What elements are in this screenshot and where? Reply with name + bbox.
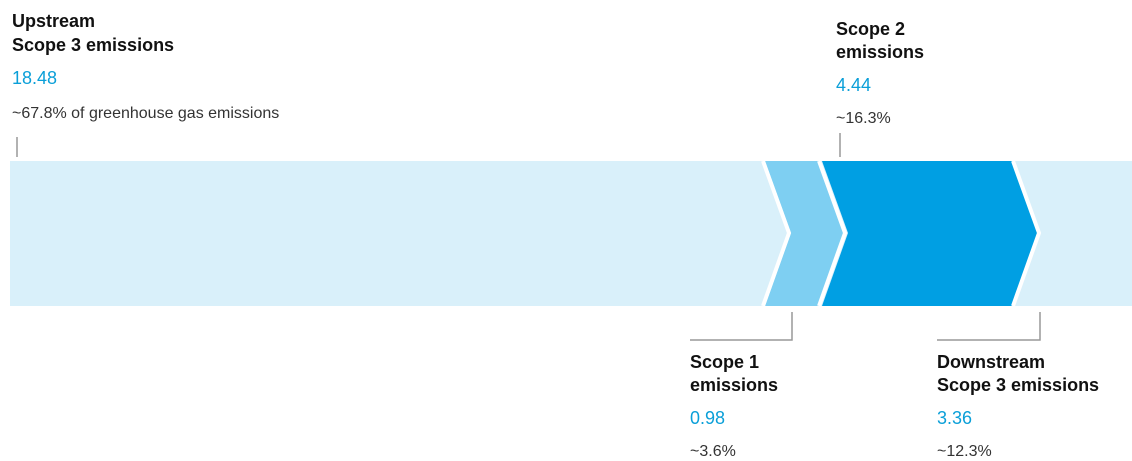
segment-value: 3.36 <box>937 408 972 428</box>
scope1-chevron <box>765 161 846 306</box>
scope2-chevron <box>822 161 1038 306</box>
separator <box>817 160 848 307</box>
separator <box>761 160 792 307</box>
segment-value: 0.98 <box>690 408 725 428</box>
segment-name: Downstream <box>937 352 1045 372</box>
segment-value: 18.48 <box>12 68 57 88</box>
segment-name: Upstream <box>12 11 95 31</box>
segment-share: ~67.8% of greenhouse gas emissions <box>12 105 279 122</box>
separator <box>1011 160 1042 307</box>
segment-name: Scope 1 <box>690 352 759 372</box>
segment-share: ~16.3% <box>836 110 891 127</box>
segment-value: 4.44 <box>836 75 871 95</box>
segment-name: Scope 3 emissions <box>12 35 174 55</box>
segment-share: ~12.3% <box>937 443 992 460</box>
segment-name: emissions <box>690 375 778 395</box>
segment-name: Scope 3 emissions <box>937 375 1099 395</box>
segment-name: Scope 2 <box>836 19 905 39</box>
leader-line <box>937 312 1041 341</box>
segment-name: emissions <box>836 42 924 62</box>
segment-share: ~3.6% <box>690 443 736 460</box>
leader-line <box>690 312 793 341</box>
